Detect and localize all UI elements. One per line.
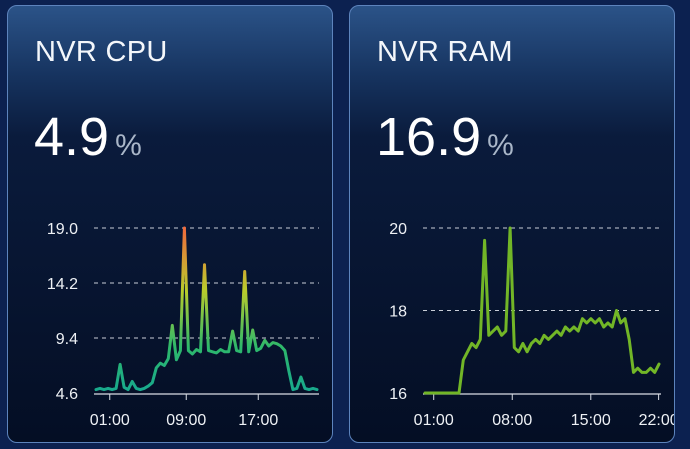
card-value-number: 16.9 xyxy=(376,107,482,167)
y-tick-label: 4.6 xyxy=(56,386,78,403)
y-tick-label: 14.2 xyxy=(47,276,78,293)
card-value-unit: % xyxy=(487,129,514,162)
y-tick-label: 18 xyxy=(389,304,407,321)
card-title: NVR RAM xyxy=(377,36,513,68)
card-title: NVR CPU xyxy=(35,36,168,68)
y-tick-label: 20 xyxy=(389,221,407,238)
nvr-cpu-card[interactable]: NVR CPU 4.9% 19.0 14.2 9.4 4.6 01:00 09:00 17:… xyxy=(7,5,333,443)
card-value: 4.9% xyxy=(34,110,142,164)
x-tick-label: 01:00 xyxy=(90,412,130,429)
x-tick-label: 15:00 xyxy=(571,412,611,429)
x-tick-label: 22:00 xyxy=(639,412,675,429)
nvr-ram-card[interactable]: NVR RAM 16.9% 20 18 16 01:00 08:00 15:00 22:00 xyxy=(349,5,675,443)
card-value-unit: % xyxy=(115,129,142,162)
y-tick-label: 9.4 xyxy=(56,331,78,348)
y-tick-label: 19.0 xyxy=(47,221,78,238)
y-tick-label: 16 xyxy=(389,386,407,403)
x-tick-label: 08:00 xyxy=(492,412,532,429)
series-line xyxy=(423,226,661,395)
x-tick-label: 01:00 xyxy=(414,412,454,429)
cpu-history-chart[interactable]: 19.0 14.2 9.4 4.6 01:00 09:00 17:00 xyxy=(8,196,333,443)
card-value: 16.9% xyxy=(376,110,514,164)
x-tick-label: 09:00 xyxy=(166,412,206,429)
ram-history-chart[interactable]: 20 18 16 01:00 08:00 15:00 22:00 xyxy=(350,196,675,443)
x-tick-label: 17:00 xyxy=(238,412,278,429)
card-value-number: 4.9 xyxy=(34,107,110,167)
series-line xyxy=(94,226,319,392)
